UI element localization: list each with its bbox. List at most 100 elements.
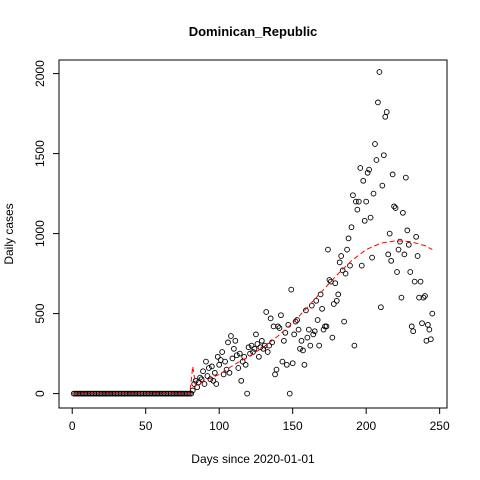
point bbox=[333, 297, 340, 304]
point bbox=[276, 325, 283, 331]
point bbox=[358, 262, 365, 269]
point bbox=[301, 361, 308, 368]
point bbox=[292, 318, 299, 325]
point bbox=[244, 390, 250, 397]
point bbox=[398, 294, 405, 301]
point bbox=[366, 166, 372, 173]
x-tick-label: 150 bbox=[283, 419, 303, 433]
point bbox=[351, 342, 358, 349]
point bbox=[320, 326, 327, 333]
point bbox=[275, 323, 281, 330]
point bbox=[289, 360, 296, 367]
point bbox=[263, 309, 270, 315]
point bbox=[395, 246, 402, 253]
point bbox=[222, 358, 228, 365]
point bbox=[232, 337, 239, 344]
point bbox=[379, 182, 386, 189]
point bbox=[225, 339, 231, 346]
point bbox=[203, 358, 209, 365]
point bbox=[345, 235, 352, 242]
point bbox=[338, 253, 345, 259]
point bbox=[354, 206, 361, 213]
x-axis-label: Days since 2020-01-01 bbox=[191, 452, 315, 466]
point bbox=[376, 69, 383, 75]
point bbox=[427, 336, 434, 343]
point bbox=[353, 198, 359, 205]
point bbox=[291, 331, 298, 338]
point bbox=[286, 390, 293, 397]
point bbox=[300, 347, 306, 354]
point bbox=[313, 297, 320, 304]
point bbox=[223, 366, 230, 373]
point bbox=[375, 99, 381, 106]
chart-title: Dominican_Republic bbox=[189, 24, 318, 39]
point bbox=[228, 333, 234, 339]
point bbox=[267, 315, 274, 322]
point bbox=[361, 217, 368, 224]
point bbox=[282, 329, 289, 336]
point bbox=[238, 377, 245, 384]
point bbox=[348, 224, 355, 231]
point bbox=[329, 334, 336, 341]
x-tick-label: 50 bbox=[139, 419, 153, 433]
y-tick-label: 500 bbox=[33, 303, 47, 323]
point bbox=[242, 361, 249, 368]
point bbox=[189, 387, 196, 394]
point bbox=[260, 345, 267, 352]
point bbox=[373, 157, 380, 163]
point bbox=[341, 318, 347, 325]
point bbox=[305, 326, 312, 333]
point bbox=[411, 278, 418, 285]
x-tick-label: 100 bbox=[209, 419, 229, 433]
y-tick-label: 1000 bbox=[33, 220, 47, 247]
point bbox=[283, 361, 290, 368]
point bbox=[251, 345, 258, 352]
point bbox=[378, 304, 384, 311]
point bbox=[410, 328, 417, 335]
point bbox=[229, 355, 236, 362]
point bbox=[231, 345, 237, 352]
point bbox=[414, 253, 421, 259]
y-axis-label: Daily cases bbox=[2, 203, 16, 264]
point bbox=[294, 317, 300, 323]
point bbox=[206, 365, 212, 371]
point bbox=[254, 341, 261, 347]
point bbox=[219, 349, 225, 355]
point bbox=[210, 377, 217, 384]
point bbox=[420, 294, 427, 301]
point bbox=[392, 205, 399, 211]
point bbox=[429, 310, 436, 317]
point bbox=[200, 368, 206, 375]
point bbox=[197, 374, 203, 381]
point bbox=[226, 369, 233, 376]
point bbox=[273, 366, 280, 373]
point bbox=[388, 257, 395, 264]
point bbox=[400, 209, 406, 216]
point bbox=[372, 141, 378, 147]
point bbox=[389, 171, 396, 178]
point bbox=[288, 286, 295, 293]
point bbox=[256, 353, 262, 360]
point bbox=[422, 293, 428, 299]
point bbox=[385, 251, 392, 258]
point bbox=[357, 165, 364, 171]
point bbox=[342, 270, 349, 277]
point bbox=[360, 177, 367, 184]
point bbox=[363, 198, 370, 205]
point bbox=[304, 334, 311, 341]
point bbox=[311, 328, 318, 335]
point bbox=[386, 230, 393, 237]
point bbox=[407, 269, 414, 275]
point bbox=[211, 369, 218, 376]
point bbox=[325, 246, 331, 253]
point bbox=[245, 344, 252, 351]
point bbox=[213, 381, 220, 387]
point bbox=[314, 317, 321, 323]
point bbox=[279, 358, 286, 365]
point bbox=[355, 198, 362, 205]
point bbox=[344, 246, 350, 253]
x-tick-label: 250 bbox=[430, 419, 450, 433]
y-tick-label: 0 bbox=[33, 390, 47, 397]
